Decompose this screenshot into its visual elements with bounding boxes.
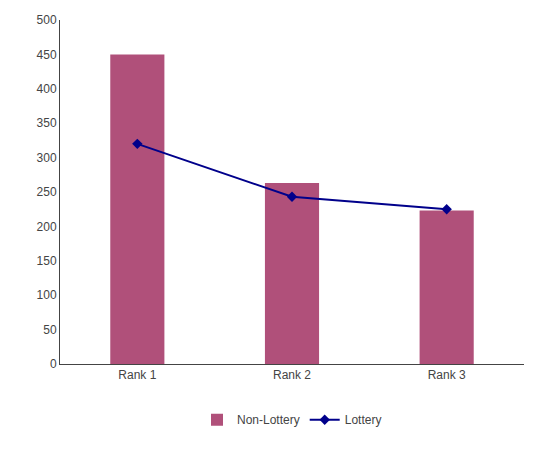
svg-text:350: 350 [37,116,57,130]
svg-text:250: 250 [37,185,57,199]
svg-text:100: 100 [37,288,57,302]
svg-text:150: 150 [37,254,57,268]
svg-text:500: 500 [37,13,57,27]
svg-text:400: 400 [37,82,57,96]
svg-text:300: 300 [37,151,57,165]
svg-text:Rank 2: Rank 2 [273,368,311,382]
svg-text:Non-Lottery: Non-Lottery [237,413,300,427]
svg-text:Rank 3: Rank 3 [428,368,466,382]
svg-text:50: 50 [43,323,57,337]
svg-text:0: 0 [50,357,57,371]
svg-text:Lottery: Lottery [345,413,382,427]
svg-text:Rank 1: Rank 1 [118,368,156,382]
svg-text:200: 200 [37,220,57,234]
svg-text:450: 450 [37,48,57,62]
